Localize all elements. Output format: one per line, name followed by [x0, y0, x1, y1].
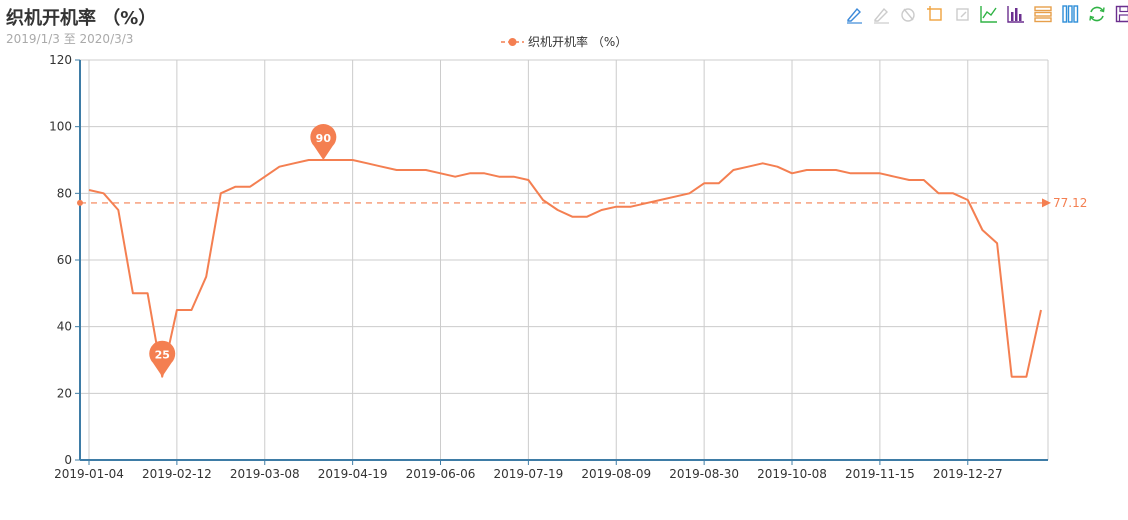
- x-tick-label: 2019-04-19: [318, 467, 388, 481]
- legend[interactable]: 织机开机率 （%）: [501, 34, 627, 49]
- y-tick-label: 20: [57, 386, 72, 400]
- mark-undo-icon[interactable]: [871, 4, 891, 24]
- x-tick-label: 2019-12-27: [933, 467, 1003, 481]
- mark-point-shape: [310, 124, 337, 160]
- restore-icon[interactable]: [1087, 4, 1107, 24]
- mark-clear-icon[interactable]: [898, 4, 918, 24]
- mark-point-pin: 25: [149, 340, 176, 377]
- mark-point-shape: [149, 340, 176, 377]
- stack-icon[interactable]: [1033, 4, 1053, 24]
- line-chart-icon[interactable]: [979, 4, 999, 24]
- mark-point-label: 25: [155, 349, 170, 362]
- mark-pen-icon[interactable]: [844, 4, 864, 24]
- x-tick-label: 2019-06-06: [406, 467, 476, 481]
- date-range-subtitle: 2019/1/3 至 2020/3/3: [6, 32, 134, 46]
- data-zoom-icon[interactable]: [925, 4, 945, 24]
- grid: [80, 59, 1049, 460]
- x-tick-label: 2019-08-09: [581, 467, 651, 481]
- series-layer: [88, 159, 1042, 378]
- page-title: 织机开机率 （%）: [6, 8, 157, 29]
- mark-point-label: 90: [316, 132, 332, 145]
- bar-chart-icon[interactable]: [1006, 4, 1026, 24]
- mark-line-label: 77.12: [1053, 196, 1087, 210]
- axes: 0 20 40 60 80 100 120 2019-01-04 2019-02-12 2019-…: [49, 53, 1048, 481]
- x-tick-label: 2019-01-04: [54, 467, 124, 481]
- y-tick-label: 60: [57, 253, 72, 267]
- tiled-icon[interactable]: [1060, 4, 1080, 24]
- average-mark-line: 77.12: [77, 196, 1087, 210]
- legend-marker-icon: [508, 38, 517, 46]
- mark-points: 90 25: [149, 124, 337, 377]
- y-tick-label: 0: [64, 453, 72, 467]
- y-tick-label: 40: [57, 320, 72, 334]
- x-tick-label: 2019-03-08: [230, 467, 300, 481]
- y-tick-label: 120: [49, 53, 72, 67]
- y-tick-label: 100: [49, 120, 72, 134]
- legend-label: 织机开机率 （%）: [528, 34, 627, 49]
- mark-line-arrow: [1042, 198, 1051, 208]
- data-zoom-reset-icon[interactable]: [952, 4, 972, 24]
- x-tick-label: 2019-11-15: [845, 467, 915, 481]
- x-tick-label: 2019-10-08: [757, 467, 827, 481]
- mark-line-start-dot: [77, 199, 83, 206]
- series-line: [88, 159, 1042, 378]
- x-tick-label: 2019-02-12: [142, 467, 212, 481]
- x-tick-label: 2019-07-19: [494, 467, 564, 481]
- x-tick-label: 2019-08-30: [669, 467, 739, 481]
- mark-point-pin: 90: [310, 124, 337, 160]
- y-tick-label: 80: [57, 186, 72, 200]
- save-image-icon[interactable]: [1114, 4, 1128, 24]
